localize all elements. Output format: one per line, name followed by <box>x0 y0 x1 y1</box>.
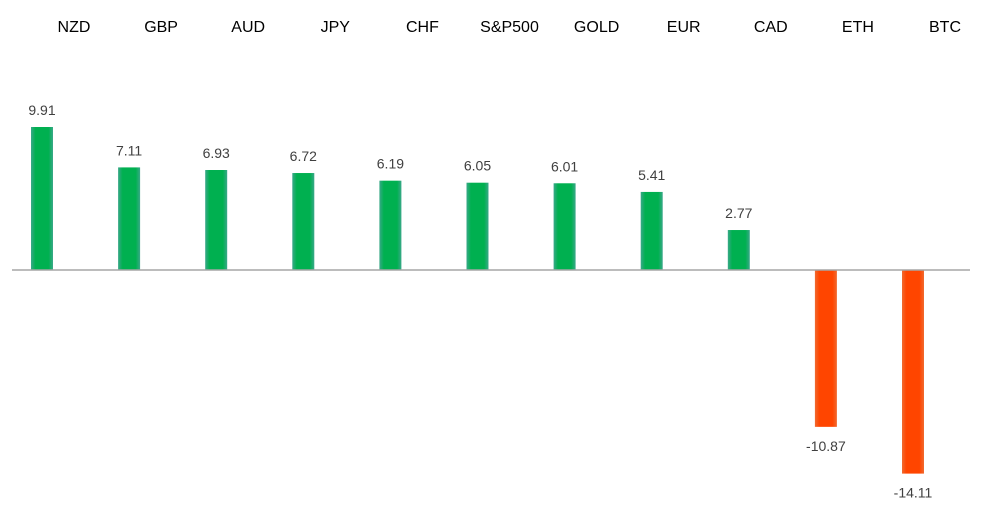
bar <box>292 173 315 270</box>
bar <box>466 182 489 270</box>
bar <box>553 183 576 270</box>
data-label: 6.19 <box>377 156 404 172</box>
bar <box>379 180 402 270</box>
bar <box>118 167 141 270</box>
data-label: 6.93 <box>203 145 230 161</box>
data-label: 6.72 <box>290 148 317 164</box>
data-label: -10.87 <box>806 438 846 454</box>
data-label: 2.77 <box>725 205 752 221</box>
data-label: 5.41 <box>638 167 665 183</box>
data-label: 6.05 <box>464 158 491 174</box>
data-label: -14.11 <box>894 485 933 501</box>
category-label: AUD <box>231 19 265 36</box>
bar <box>205 170 228 270</box>
bar <box>31 127 53 270</box>
bar <box>902 270 924 474</box>
data-label: 6.01 <box>551 158 578 174</box>
bar <box>814 270 837 427</box>
category-label: CAD <box>754 19 788 36</box>
category-label: GOLD <box>574 19 619 36</box>
data-label: 7.11 <box>116 142 142 158</box>
category-label: JPY <box>321 19 351 36</box>
category-label: NZD <box>58 19 91 36</box>
category-label: ETH <box>842 19 874 36</box>
data-label: 9.91 <box>28 102 55 118</box>
bar <box>727 230 750 270</box>
category-label: S&P500 <box>480 19 539 36</box>
category-label: EUR <box>667 19 701 36</box>
category-label: BTC <box>929 19 961 36</box>
bar <box>640 191 663 270</box>
category-label: CHF <box>406 19 439 36</box>
category-label: GBP <box>144 19 178 36</box>
